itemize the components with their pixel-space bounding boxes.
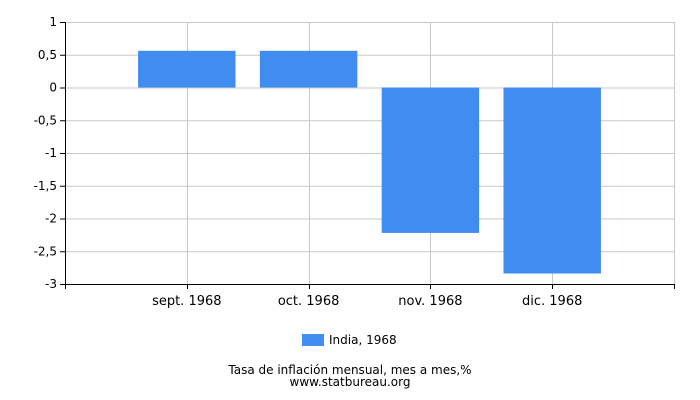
x-tick-label: dic. 1968 (522, 294, 582, 309)
legend-swatch (302, 334, 324, 346)
legend: India, 1968 (302, 333, 397, 347)
x-tick-label: oct. 1968 (278, 294, 340, 309)
bar (381, 87, 480, 233)
bar (138, 50, 236, 88)
y-tick-label: -1,5 (34, 179, 57, 193)
y-tick-label: 0,5 (38, 48, 57, 62)
y-tick-label: 1 (49, 15, 57, 29)
legend-label: India, 1968 (329, 333, 397, 347)
x-tick-label: nov. 1968 (398, 294, 462, 309)
x-axis-ticks: sept. 1968 oct. 1968 nov. 1968 dic. 1968 (152, 294, 582, 309)
y-tick-label: -2,5 (34, 244, 57, 258)
bars (138, 50, 601, 274)
y-tick-label: -1 (45, 146, 57, 160)
axes (60, 22, 675, 289)
y-axis-ticks: 1 0,5 0 -0,5 -1 -1,5 -2 -2,5 -3 (34, 15, 57, 291)
bar (259, 50, 358, 88)
y-tick-label: -3 (45, 277, 57, 291)
y-tick-label: 0 (49, 81, 57, 95)
x-tick-label: sept. 1968 (152, 294, 221, 309)
y-tick-label: -0,5 (34, 113, 57, 127)
y-tick-label: -2 (45, 212, 57, 226)
source-link[interactable]: www.statbureau.org (289, 375, 411, 389)
bar (503, 87, 601, 274)
chart-caption: Tasa de inflación mensual, mes a mes,% (228, 363, 472, 377)
